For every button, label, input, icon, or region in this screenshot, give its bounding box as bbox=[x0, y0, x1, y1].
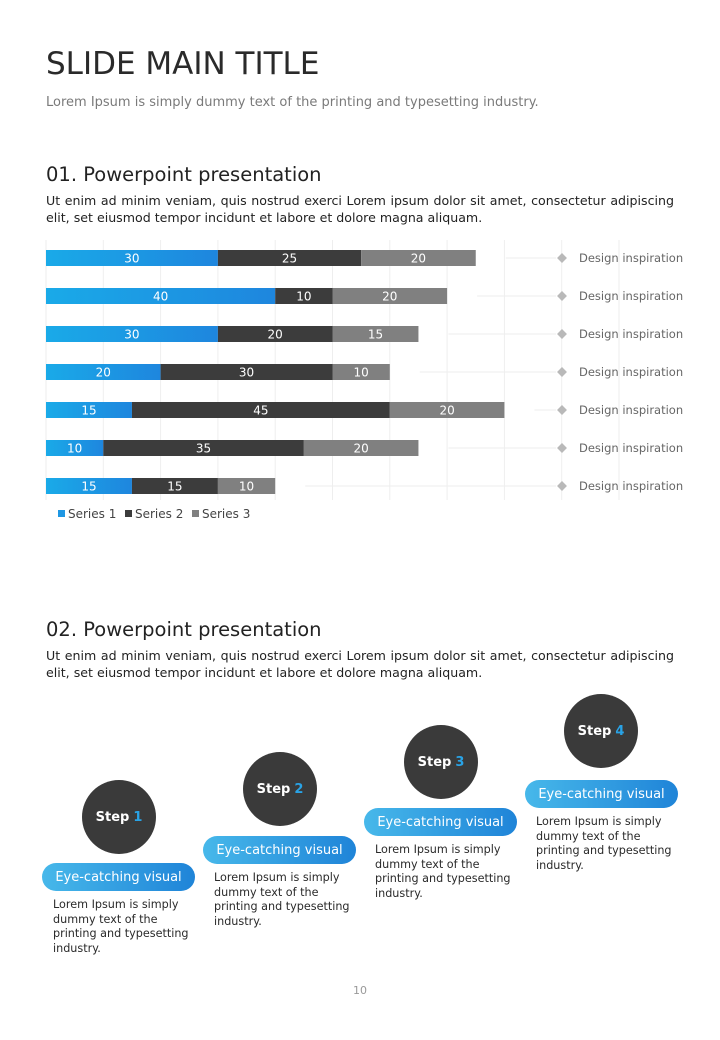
step-1-number: 1 bbox=[133, 809, 143, 825]
data-label: 30 bbox=[239, 366, 254, 380]
data-label: 20 bbox=[268, 328, 283, 342]
bar-series-1-row-2 bbox=[46, 288, 276, 304]
step-2-number: 2 bbox=[294, 781, 304, 797]
diamond-marker-icon bbox=[557, 291, 567, 301]
data-label: 15 bbox=[167, 480, 182, 494]
step-4-number: 4 bbox=[615, 723, 625, 739]
diamond-marker-icon bbox=[557, 329, 567, 339]
bar-series-2-row-6 bbox=[103, 440, 304, 456]
category-label: Design inspiration bbox=[579, 327, 683, 341]
step-4-description: Lorem Ipsum is simply dummy text of the … bbox=[536, 815, 672, 872]
bar-series-1-row-5 bbox=[46, 402, 132, 418]
diamond-marker-icon bbox=[557, 405, 567, 415]
step-3-number: 3 bbox=[455, 754, 465, 770]
bar-series-3-row-3 bbox=[332, 326, 419, 342]
data-label: 20 bbox=[96, 366, 111, 380]
bar-series-3-row-2 bbox=[332, 288, 448, 304]
bar-series-3-row-4 bbox=[332, 364, 390, 380]
step-4-label: Step bbox=[577, 723, 612, 739]
legend-label-series-3: Series 3 bbox=[202, 507, 250, 521]
diamond-marker-icon bbox=[557, 481, 567, 491]
data-label: 30 bbox=[124, 328, 139, 342]
category-label: Design inspiration bbox=[579, 441, 683, 455]
section-2-body: Ut enim ad minim veniam, quis nostrud ex… bbox=[46, 648, 674, 680]
data-label: 15 bbox=[81, 404, 96, 418]
section-2-title: 02. Powerpoint presentation bbox=[46, 618, 322, 641]
bar-series-1-row-6 bbox=[46, 440, 104, 456]
category-label: Design inspiration bbox=[579, 251, 683, 265]
step-1-label: Step bbox=[95, 809, 130, 825]
category-label: Design inspiration bbox=[579, 403, 683, 417]
data-label: 10 bbox=[296, 290, 311, 304]
legend-label-series-2: Series 2 bbox=[135, 507, 183, 521]
data-label: 20 bbox=[411, 252, 426, 266]
data-label: 15 bbox=[81, 480, 96, 494]
data-label: 25 bbox=[282, 252, 297, 266]
legend-swatch-series-3 bbox=[192, 510, 199, 517]
step-2-pill: Eye-catching visual bbox=[203, 836, 356, 864]
step-2-description: Lorem Ipsum is simply dummy text of the … bbox=[214, 871, 350, 928]
data-label: 45 bbox=[253, 404, 268, 418]
step-4-circle: Step 4 bbox=[564, 694, 638, 768]
step-1-circle: Step 1 bbox=[82, 780, 156, 854]
section-1-body: Ut enim ad minim veniam, quis nostrud ex… bbox=[46, 193, 674, 225]
diamond-marker-icon bbox=[557, 443, 567, 453]
bar-series-2-row-5 bbox=[131, 402, 390, 418]
step-4-pill: Eye-catching visual bbox=[525, 780, 678, 808]
legend-swatch-series-2 bbox=[125, 510, 132, 517]
legend-label-series-1: Series 1 bbox=[68, 507, 116, 521]
category-label: Design inspiration bbox=[579, 365, 683, 379]
step-3-label: Step bbox=[417, 754, 452, 770]
data-label: 20 bbox=[439, 404, 454, 418]
data-label: 10 bbox=[67, 442, 82, 456]
bar-series-2-row-1 bbox=[217, 250, 362, 266]
diamond-marker-icon bbox=[557, 367, 567, 377]
step-3-circle: Step 3 bbox=[404, 725, 478, 799]
bar-series-1-row-3 bbox=[46, 326, 218, 342]
data-label: 20 bbox=[354, 442, 369, 456]
data-label: 15 bbox=[368, 328, 383, 342]
data-label: 10 bbox=[354, 366, 369, 380]
step-2-circle: Step 2 bbox=[243, 752, 317, 826]
page-number: 10 bbox=[353, 984, 367, 997]
step-3-description: Lorem Ipsum is simply dummy text of the … bbox=[375, 843, 511, 900]
data-label: 10 bbox=[239, 480, 254, 494]
legend-swatch-series-1 bbox=[58, 510, 65, 517]
page-title: SLIDE MAIN TITLE bbox=[46, 46, 320, 82]
category-label: Design inspiration bbox=[579, 479, 683, 493]
bar-series-1-row-4 bbox=[46, 364, 161, 380]
step-3-pill: Eye-catching visual bbox=[364, 808, 517, 836]
section-1-title: 01. Powerpoint presentation bbox=[46, 163, 322, 186]
stacked-bar-chart: 30 25 20 Design inspiration 40 10 20 Design ins… bbox=[45, 240, 683, 521]
data-label: 20 bbox=[382, 290, 397, 304]
bar-series-2-row-3 bbox=[217, 326, 333, 342]
category-label: Design inspiration bbox=[579, 289, 683, 303]
step-2-label: Step bbox=[256, 781, 291, 797]
step-1-pill: Eye-catching visual bbox=[42, 863, 195, 891]
bar-series-3-row-1 bbox=[361, 250, 476, 266]
bar-series-2-row-7 bbox=[131, 478, 218, 494]
data-label: 35 bbox=[196, 442, 211, 456]
data-label: 30 bbox=[124, 252, 139, 266]
bar-series-2-row-4 bbox=[160, 364, 333, 380]
bar-series-1-row-7 bbox=[46, 478, 132, 494]
bar-series-2-row-2 bbox=[275, 288, 333, 304]
bar-series-3-row-6 bbox=[303, 440, 419, 456]
page-subtitle: Lorem Ipsum is simply dummy text of the … bbox=[46, 95, 539, 110]
bar-series-3-row-5 bbox=[389, 402, 505, 418]
data-label: 40 bbox=[153, 290, 168, 304]
diamond-marker-icon bbox=[557, 253, 567, 263]
bar-series-3-row-7 bbox=[217, 478, 276, 494]
step-1-description: Lorem Ipsum is simply dummy text of the … bbox=[53, 898, 189, 955]
bar-series-1-row-1 bbox=[46, 250, 218, 266]
